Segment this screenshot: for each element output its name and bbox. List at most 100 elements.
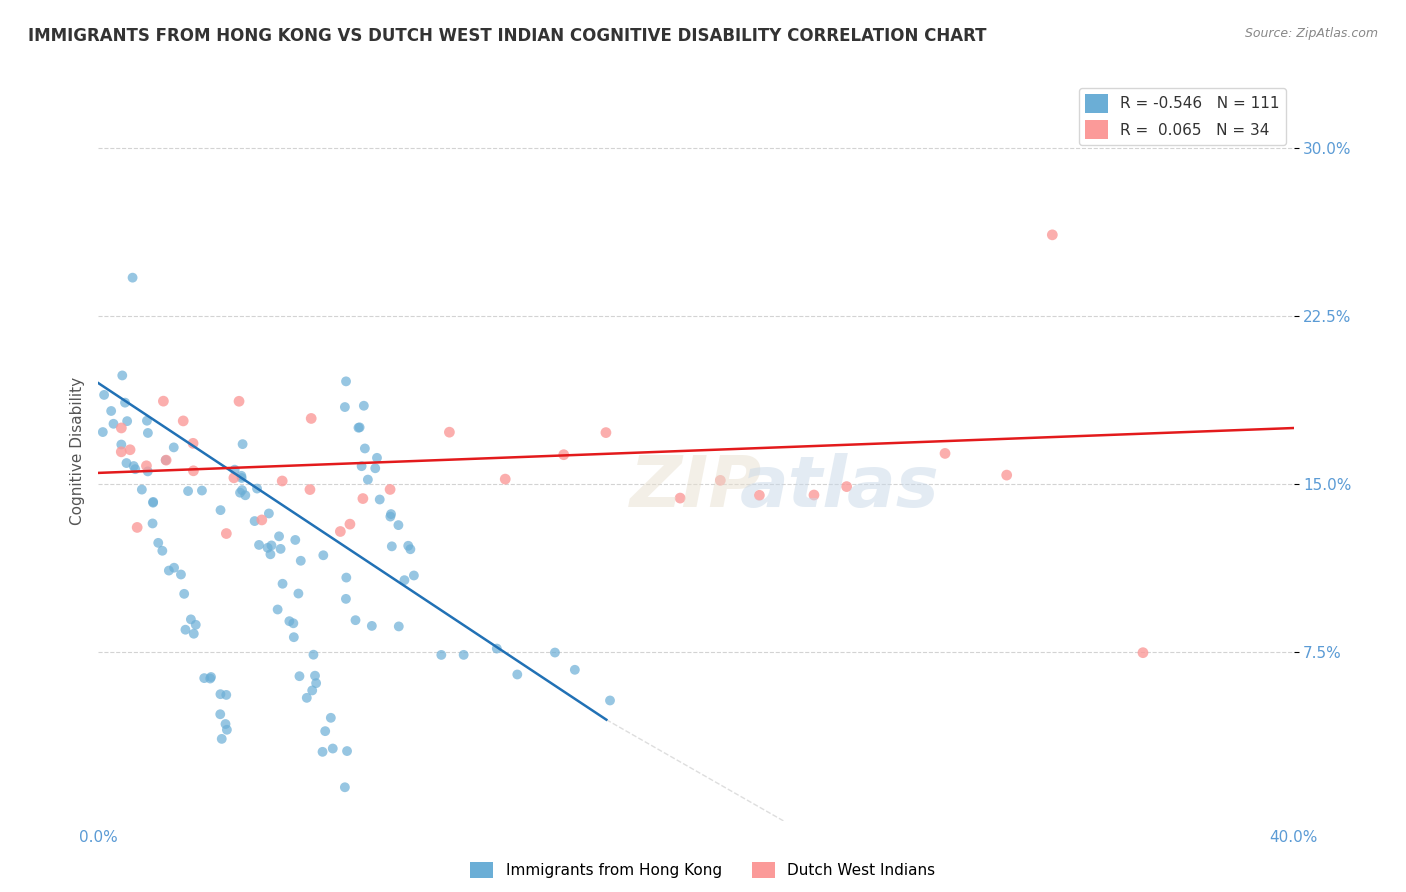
- Point: [267, 529, 290, 543]
- Point: [544, 646, 567, 660]
- Point: [229, 485, 252, 500]
- Point: [222, 471, 245, 485]
- Point: [177, 484, 200, 499]
- Point: [231, 468, 253, 483]
- Point: [399, 542, 422, 557]
- Point: [152, 394, 174, 409]
- Point: [91, 425, 114, 439]
- Point: [103, 417, 125, 431]
- Point: [283, 616, 305, 631]
- Point: [114, 395, 136, 409]
- Point: [191, 483, 214, 498]
- Point: [319, 711, 342, 725]
- Point: [215, 723, 238, 737]
- Point: [131, 483, 153, 497]
- Point: [193, 671, 215, 685]
- Point: [312, 548, 335, 562]
- Point: [180, 612, 202, 626]
- Point: [299, 411, 322, 425]
- Point: [336, 744, 359, 758]
- Point: [136, 414, 159, 428]
- Point: [215, 526, 238, 541]
- Point: [295, 690, 318, 705]
- Point: [157, 564, 180, 578]
- Point: [394, 573, 416, 587]
- Point: [803, 488, 825, 502]
- Point: [110, 437, 132, 451]
- Point: [283, 630, 305, 644]
- Point: [453, 648, 475, 662]
- Point: [215, 688, 238, 702]
- Point: [136, 425, 159, 440]
- Text: Source: ZipAtlas.com: Source: ZipAtlas.com: [1244, 27, 1378, 40]
- Point: [110, 445, 132, 459]
- Point: [344, 613, 367, 627]
- Point: [163, 560, 186, 574]
- Point: [709, 474, 731, 488]
- Point: [378, 483, 401, 497]
- Point: [278, 614, 301, 628]
- Legend: Immigrants from Hong Kong, Dutch West Indians: Immigrants from Hong Kong, Dutch West In…: [464, 856, 942, 884]
- Point: [111, 368, 134, 383]
- Point: [127, 520, 149, 534]
- Point: [228, 394, 250, 409]
- Point: [142, 516, 165, 531]
- Point: [339, 517, 361, 532]
- Point: [350, 459, 373, 474]
- Point: [209, 707, 232, 722]
- Point: [260, 538, 283, 552]
- Point: [835, 480, 858, 494]
- Point: [243, 514, 266, 528]
- Point: [439, 425, 461, 440]
- Point: [247, 538, 270, 552]
- Point: [288, 669, 311, 683]
- Point: [121, 270, 143, 285]
- Point: [118, 442, 141, 457]
- Point: [198, 672, 221, 686]
- Point: [329, 524, 352, 539]
- Point: [388, 619, 411, 633]
- Point: [305, 676, 328, 690]
- Point: [183, 626, 205, 640]
- Point: [396, 539, 419, 553]
- Point: [284, 533, 307, 547]
- Point: [100, 404, 122, 418]
- Point: [357, 473, 380, 487]
- Point: [748, 488, 770, 502]
- Point: [224, 463, 246, 477]
- Point: [155, 453, 177, 467]
- Point: [354, 442, 377, 456]
- Point: [360, 619, 382, 633]
- Point: [150, 543, 173, 558]
- Point: [115, 456, 138, 470]
- Point: [257, 507, 280, 521]
- Point: [298, 483, 321, 497]
- Point: [259, 547, 281, 561]
- Point: [231, 471, 253, 485]
- Point: [669, 491, 692, 505]
- Text: ZIP: ZIP: [630, 453, 762, 522]
- Point: [311, 745, 333, 759]
- Point: [333, 780, 356, 795]
- Point: [142, 496, 165, 510]
- Point: [364, 461, 387, 475]
- Point: [183, 464, 205, 478]
- Point: [380, 509, 402, 524]
- Point: [1040, 227, 1063, 242]
- Point: [335, 591, 357, 606]
- Point: [304, 669, 326, 683]
- Point: [314, 724, 336, 739]
- Point: [155, 453, 177, 467]
- Text: atlas: atlas: [740, 453, 939, 522]
- Point: [553, 448, 575, 462]
- Point: [402, 568, 425, 582]
- Point: [353, 399, 375, 413]
- Text: IMMIGRANTS FROM HONG KONG VS DUTCH WEST INDIAN COGNITIVE DISABILITY CORRELATION : IMMIGRANTS FROM HONG KONG VS DUTCH WEST …: [28, 27, 987, 45]
- Point: [270, 541, 292, 556]
- Point: [233, 488, 256, 502]
- Point: [250, 513, 273, 527]
- Point: [231, 483, 253, 497]
- Point: [271, 576, 294, 591]
- Point: [135, 458, 157, 473]
- Point: [335, 571, 357, 585]
